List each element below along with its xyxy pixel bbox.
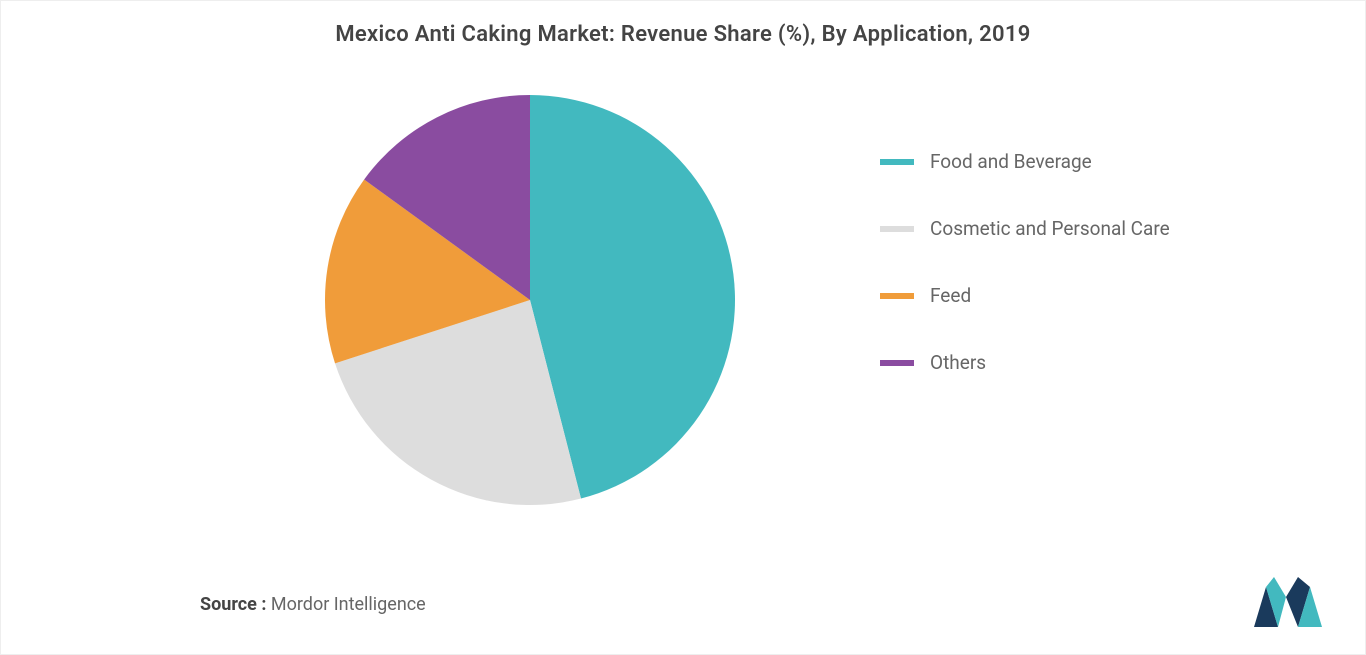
- mordor-logo-icon: [1254, 577, 1326, 627]
- legend-item-2: Feed: [880, 284, 1170, 307]
- chart-title: Mexico Anti Caking Market: Revenue Share…: [0, 22, 1366, 47]
- legend-swatch-1: [880, 226, 914, 232]
- source-attribution: Source : Mordor Intelligence: [200, 594, 426, 615]
- legend-item-1: Cosmetic and Personal Care: [880, 217, 1170, 240]
- legend-label-3: Others: [930, 351, 986, 374]
- pie-chart: [320, 90, 740, 510]
- legend-item-3: Others: [880, 351, 1170, 374]
- legend-label-1: Cosmetic and Personal Care: [930, 217, 1170, 240]
- legend-swatch-0: [880, 159, 914, 165]
- legend-label-0: Food and Beverage: [930, 150, 1092, 173]
- legend: Food and Beverage Cosmetic and Personal C…: [880, 150, 1170, 374]
- source-value: Mordor Intelligence: [271, 594, 426, 615]
- legend-label-2: Feed: [930, 284, 971, 307]
- legend-swatch-3: [880, 360, 914, 366]
- source-label: Source :: [200, 594, 266, 615]
- legend-item-0: Food and Beverage: [880, 150, 1170, 173]
- legend-swatch-2: [880, 293, 914, 299]
